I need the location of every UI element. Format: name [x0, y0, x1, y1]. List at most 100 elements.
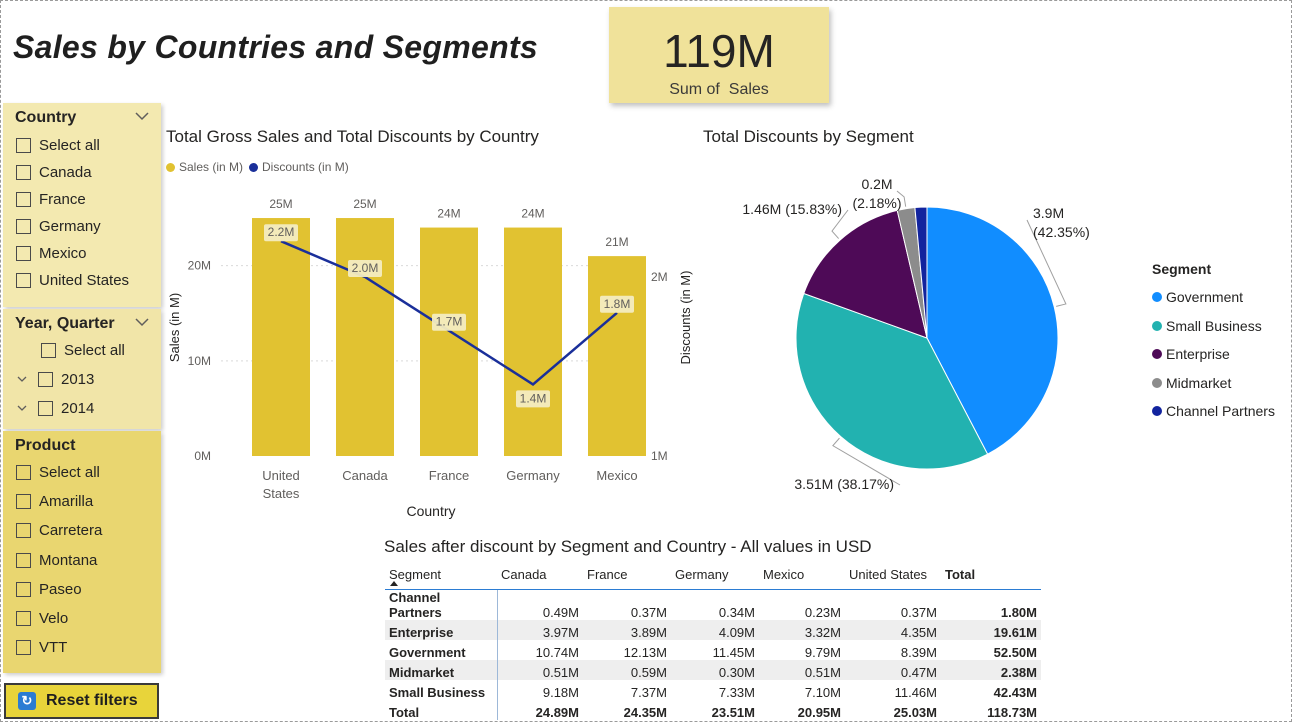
column-header[interactable]: France	[583, 561, 671, 590]
checkbox-icon[interactable]	[16, 191, 31, 207]
slicer-item-carretera[interactable]: Carretera	[16, 520, 102, 540]
reset-filters-button[interactable]: ↻ Reset filters	[4, 683, 159, 719]
checkbox-icon[interactable]	[16, 218, 31, 234]
slicer-item-select-all[interactable]: Select all	[16, 135, 100, 155]
table-row[interactable]: Government 10.74M 12.13M 11.45M 9.79M 8.39M 52…	[385, 639, 1041, 660]
combo-chart[interactable]: 0M 10M 20M 1M 2M 25M 25M 24M 24M 21M United States C…	[161, 179, 701, 529]
table-cell: 0.59M	[583, 659, 671, 680]
slicer-item-vtt[interactable]: VTT	[16, 637, 67, 657]
legend-dot-channel-partners	[1152, 406, 1162, 417]
legend-item-government[interactable]: Government	[1152, 283, 1275, 312]
legend-item-small-business[interactable]: Small Business	[1152, 312, 1275, 341]
checkbox-icon[interactable]	[16, 581, 31, 597]
table-cell: 0.30M	[671, 659, 759, 680]
table-cell: 8.39M	[900, 644, 937, 660]
legend-item-enterprise[interactable]: Enterprise	[1152, 340, 1275, 369]
table-cell: 25.03M	[893, 704, 937, 720]
slicer-item-label: Select all	[39, 463, 100, 481]
pie-leader-line	[1026, 219, 1067, 307]
checkbox-icon[interactable]	[16, 464, 31, 480]
slicer-item-amarilla[interactable]: Amarilla	[16, 491, 93, 511]
checkbox-icon[interactable]	[16, 552, 31, 568]
expand-icon[interactable]	[16, 373, 28, 385]
legend-item-sales[interactable]: Sales (in M)	[166, 160, 243, 174]
column-header[interactable]: Mexico	[759, 561, 845, 590]
pie-leader-line	[831, 209, 849, 239]
pie-slice[interactable]	[926, 206, 1059, 455]
slicer-item-velo[interactable]: Velo	[16, 608, 68, 628]
sales-matrix-table[interactable]: Segment Canada France Germany Mexico United S…	[385, 561, 1041, 720]
table-row[interactable]: Enterprise 3.97M 3.89M 4.09M 3.32M 4.35M 19.61…	[385, 619, 1041, 640]
checkbox-icon[interactable]	[16, 137, 31, 153]
column-header[interactable]: Germany	[671, 561, 759, 590]
slicer-item-label: VTT	[39, 638, 68, 656]
line-label-bg	[516, 390, 550, 408]
pie-slice[interactable]	[795, 292, 989, 470]
slicer-item-label: 2014	[61, 399, 95, 417]
slicer-item-canada[interactable]: Canada	[16, 162, 92, 182]
slicer-item-2013[interactable]: 2013	[16, 369, 94, 389]
slicer-item-select-all[interactable]: Select all	[16, 462, 100, 482]
combo-chart-legend: Sales (in M) Discounts (in M)	[166, 160, 355, 174]
table-cell: 9.79M	[804, 644, 841, 660]
table-cell: 0.47M	[845, 659, 941, 680]
legend-label: Discounts (in M)	[262, 160, 349, 174]
slicer-item-label: Velo	[39, 609, 69, 627]
column-header[interactable]: Segment	[385, 561, 497, 590]
chevron-down-icon[interactable]	[135, 317, 149, 327]
checkbox-icon[interactable]	[41, 342, 56, 358]
column-header[interactable]: United States	[845, 561, 941, 590]
legend-item-channel-partners[interactable]: Channel Partners	[1152, 397, 1275, 426]
table-cell: 23.51M	[711, 704, 755, 720]
table-row[interactable]: Small Business 9.18M 7.37M 7.33M 7.10M 11.46M…	[385, 679, 1041, 700]
table-row[interactable]: Channel Partners 0.49M 0.37M 0.34M 0.23M 0.37…	[385, 589, 1041, 620]
pie-leader-line	[896, 190, 907, 207]
table-cell: 4.09M	[671, 619, 759, 640]
slicer-item-label: Paseo	[39, 580, 82, 598]
table-row[interactable]: Midmarket 0.51M 0.59M 0.30M 0.51M 0.47M 2.38M	[385, 659, 1041, 680]
checkbox-icon[interactable]	[16, 522, 31, 538]
line-data-label: 1.8M	[604, 297, 631, 311]
discount-line	[280, 240, 618, 386]
slicer-item-2014[interactable]: 2014	[16, 398, 94, 418]
checkbox-icon[interactable]	[38, 400, 53, 416]
legend-item-discounts[interactable]: Discounts (in M)	[249, 160, 349, 174]
slicer-item-mexico[interactable]: Mexico	[16, 243, 87, 263]
pie-slice[interactable]	[803, 209, 928, 339]
row-header-cell: Midmarket	[385, 659, 498, 680]
expand-icon[interactable]	[16, 402, 28, 414]
row-header-cell: Government	[385, 639, 498, 660]
slicer-item-united-states[interactable]: United States	[16, 270, 129, 290]
column-header[interactable]: Total	[941, 561, 1041, 590]
slicer-item-montana[interactable]: Montana	[16, 550, 97, 570]
kpi-card[interactable]: 119M Sum of Sales	[609, 7, 829, 103]
sort-ascending-icon[interactable]	[390, 581, 398, 586]
legend-item-midmarket[interactable]: Midmarket	[1152, 369, 1275, 398]
slicer-item-paseo[interactable]: Paseo	[16, 579, 82, 599]
slicer-item-label: Amarilla	[39, 492, 94, 510]
legend-label: Sales (in M)	[179, 160, 244, 174]
legend-dot-small-business	[1152, 320, 1162, 331]
slicer-item-label: Carretera	[39, 521, 103, 539]
slicer-item-select-all[interactable]: Select all	[41, 340, 125, 360]
checkbox-icon[interactable]	[16, 245, 31, 261]
checkbox-icon[interactable]	[16, 272, 31, 288]
bar	[336, 218, 394, 456]
checkbox-icon[interactable]	[38, 371, 53, 387]
checkbox-icon[interactable]	[16, 493, 31, 509]
slicer-item-france[interactable]: France	[16, 189, 86, 209]
checkbox-icon[interactable]	[16, 639, 31, 655]
pie-chart[interactable]: 3.9M (42.35%) 3.51M (38.17%) 1.46M (15.83%)…	[701, 166, 1141, 506]
slicer-item-germany[interactable]: Germany	[16, 216, 101, 236]
line-label-bg	[432, 313, 466, 331]
pie-slice[interactable]	[914, 206, 928, 339]
table-cell: 24.89M	[535, 704, 579, 720]
table-cell: 0.37M	[630, 604, 667, 620]
x-tick-label: France	[429, 468, 469, 483]
chevron-down-icon[interactable]	[135, 111, 149, 121]
table-total-row[interactable]: Total 24.89M 24.35M 23.51M 20.95M 25.03M 118.7…	[385, 699, 1041, 720]
checkbox-icon[interactable]	[16, 610, 31, 626]
column-header[interactable]: Canada	[497, 561, 583, 590]
x-tick-label: Canada	[342, 468, 388, 483]
checkbox-icon[interactable]	[16, 164, 31, 180]
